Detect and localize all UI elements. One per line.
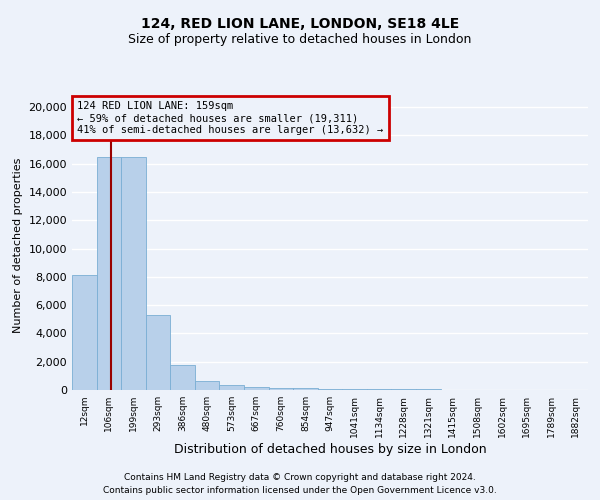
Bar: [195, 381, 220, 390]
Bar: [121, 156, 146, 390]
Bar: [318, 389, 342, 390]
Bar: [269, 388, 293, 390]
Text: Distribution of detached houses by size in London: Distribution of detached houses by size …: [173, 442, 487, 456]
Bar: [97, 156, 121, 390]
Text: Size of property relative to detached houses in London: Size of property relative to detached ho…: [128, 32, 472, 46]
Bar: [367, 389, 391, 390]
Y-axis label: Number of detached properties: Number of detached properties: [13, 158, 23, 332]
Bar: [220, 385, 244, 390]
Text: 124, RED LION LANE, LONDON, SE18 4LE: 124, RED LION LANE, LONDON, SE18 4LE: [141, 18, 459, 32]
Bar: [146, 315, 170, 390]
Text: 124 RED LION LANE: 159sqm
← 59% of detached houses are smaller (19,311)
41% of s: 124 RED LION LANE: 159sqm ← 59% of detac…: [77, 102, 383, 134]
Text: Contains public sector information licensed under the Open Government Licence v3: Contains public sector information licen…: [103, 486, 497, 495]
Bar: [244, 386, 269, 390]
Bar: [293, 388, 318, 390]
Bar: [170, 364, 195, 390]
Bar: [72, 276, 97, 390]
Text: Contains HM Land Registry data © Crown copyright and database right 2024.: Contains HM Land Registry data © Crown c…: [124, 472, 476, 482]
Bar: [342, 389, 367, 390]
